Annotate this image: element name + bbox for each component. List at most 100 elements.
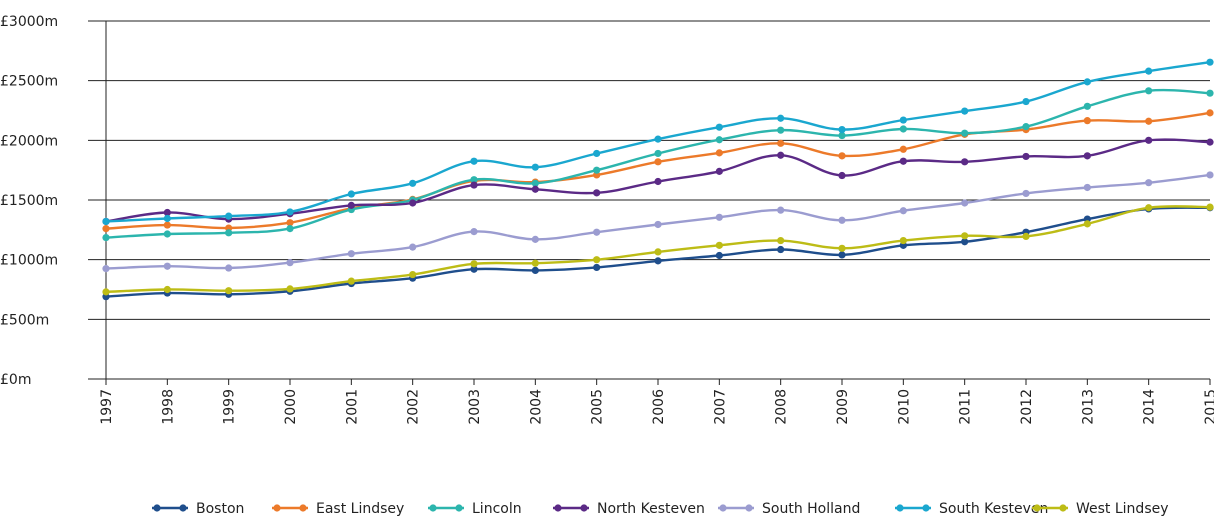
legend-item-south-kesteven: South Kesteven (895, 501, 1048, 517)
data-point-south-kesteven (225, 212, 233, 220)
y-tick-label: £3000m (0, 14, 58, 30)
data-point-boston (961, 238, 969, 246)
legend-item-lincoln: Lincoln (428, 501, 522, 517)
data-point-south-holland (409, 243, 417, 251)
data-point-north-kesteven (347, 201, 355, 209)
data-point-north-kesteven (593, 189, 601, 197)
data-point-north-kesteven (961, 158, 969, 166)
data-point-south-kesteven (777, 114, 785, 122)
data-point-south-kesteven (286, 208, 294, 216)
data-point-lincoln (470, 176, 478, 184)
data-point-north-kesteven (1206, 138, 1214, 146)
legend-swatch-dot (299, 504, 307, 512)
data-point-north-kesteven (163, 208, 171, 217)
legend-swatch-dot (580, 504, 588, 512)
data-point-south-holland (777, 206, 785, 214)
x-tick-label: 2005 (590, 389, 606, 425)
y-tick-label: £0m (0, 372, 31, 388)
data-point-west-lindsey (347, 277, 355, 285)
data-point-north-kesteven (715, 167, 723, 175)
legend-swatch-dot (179, 504, 187, 512)
data-point-boston (470, 265, 478, 273)
data-point-lincoln (1022, 123, 1030, 131)
data-point-west-lindsey (286, 285, 294, 293)
data-point-west-lindsey (899, 236, 907, 245)
legend-swatch-dot (429, 504, 437, 512)
data-point-east-lindsey (1145, 117, 1153, 125)
data-point-south-holland (102, 265, 110, 273)
x-tick-label: 2008 (774, 389, 790, 425)
data-point-south-kesteven (961, 107, 969, 115)
legend-label: West Lindsey (1076, 501, 1169, 517)
data-point-north-kesteven (654, 177, 662, 186)
data-point-north-kesteven (899, 157, 907, 165)
legend-swatch-dot (1033, 504, 1041, 512)
data-point-lincoln (838, 131, 846, 140)
data-point-lincoln (654, 149, 662, 158)
data-point-south-kesteven (163, 214, 171, 223)
data-point-south-holland (347, 250, 355, 258)
data-point-lincoln (715, 136, 723, 144)
data-point-east-lindsey (777, 139, 785, 147)
data-point-south-holland (899, 207, 907, 215)
legend-swatch-dot (719, 504, 727, 512)
x-tick-label: 1997 (99, 389, 115, 425)
legend-label: Lincoln (472, 501, 522, 517)
data-point-north-kesteven (777, 151, 785, 159)
y-tick-label: £1500m (0, 193, 58, 209)
y-tick-label: £2000m (0, 133, 58, 149)
legend-label: Boston (196, 501, 244, 517)
legend-label: North Kesteven (597, 501, 705, 517)
legend-swatch-dot (1059, 504, 1067, 512)
legend-item-north-kesteven: North Kesteven (553, 501, 705, 517)
data-point-boston (838, 251, 846, 259)
x-axis-tick-labels: 1997 1998 1999 2000 2001 2002 2003 2004 2005 2006… (99, 389, 1214, 425)
data-point-boston (777, 245, 785, 254)
data-point-south-holland (1206, 171, 1214, 179)
legend-label: East Lindsey (316, 501, 404, 517)
data-point-lincoln (102, 233, 110, 242)
x-tick-label: 2003 (467, 389, 483, 425)
data-point-west-lindsey (654, 248, 662, 256)
data-point-east-lindsey (654, 158, 662, 166)
data-point-south-kesteven (654, 135, 662, 143)
data-point-south-kesteven (1022, 97, 1030, 106)
data-point-south-kesteven (838, 125, 846, 134)
data-point-south-holland (654, 220, 662, 229)
gridlines (88, 20, 1210, 380)
legend-swatch-dot (922, 504, 930, 512)
data-point-boston (531, 266, 539, 275)
data-point-south-holland (163, 262, 171, 270)
x-tick-label: 2006 (651, 389, 667, 425)
data-point-north-kesteven (531, 185, 539, 193)
x-tick-label: 2010 (896, 389, 912, 425)
data-point-lincoln (899, 125, 907, 133)
data-point-boston (654, 257, 662, 265)
data-point-south-holland (961, 199, 969, 207)
data-point-north-kesteven (1083, 152, 1091, 160)
series-west-lindsey (102, 203, 1214, 296)
data-point-south-holland (1022, 189, 1030, 198)
data-point-west-lindsey (1022, 232, 1030, 240)
x-tick-label: 2013 (1080, 389, 1096, 425)
legend-label: South Holland (762, 501, 860, 517)
data-point-lincoln (286, 225, 294, 233)
data-point-south-kesteven (593, 149, 601, 158)
data-point-west-lindsey (777, 236, 785, 245)
data-point-south-holland (531, 235, 539, 243)
data-point-north-kesteven (409, 199, 417, 207)
legend-swatch-dot (745, 504, 753, 512)
data-point-west-lindsey (593, 256, 601, 264)
series-south-holland (102, 171, 1214, 273)
data-point-south-kesteven (102, 217, 110, 226)
data-point-west-lindsey (163, 285, 171, 294)
x-tick-label: 2000 (283, 389, 299, 425)
x-tick-label: 2009 (835, 389, 851, 425)
data-point-south-holland (1145, 179, 1153, 187)
data-point-west-lindsey (409, 270, 417, 279)
x-tick-label: 2004 (528, 389, 544, 425)
data-point-lincoln (225, 229, 233, 237)
data-point-west-lindsey (1145, 204, 1153, 212)
legend: Boston East Lindsey Lincoln North Kesteven S… (152, 501, 1169, 517)
